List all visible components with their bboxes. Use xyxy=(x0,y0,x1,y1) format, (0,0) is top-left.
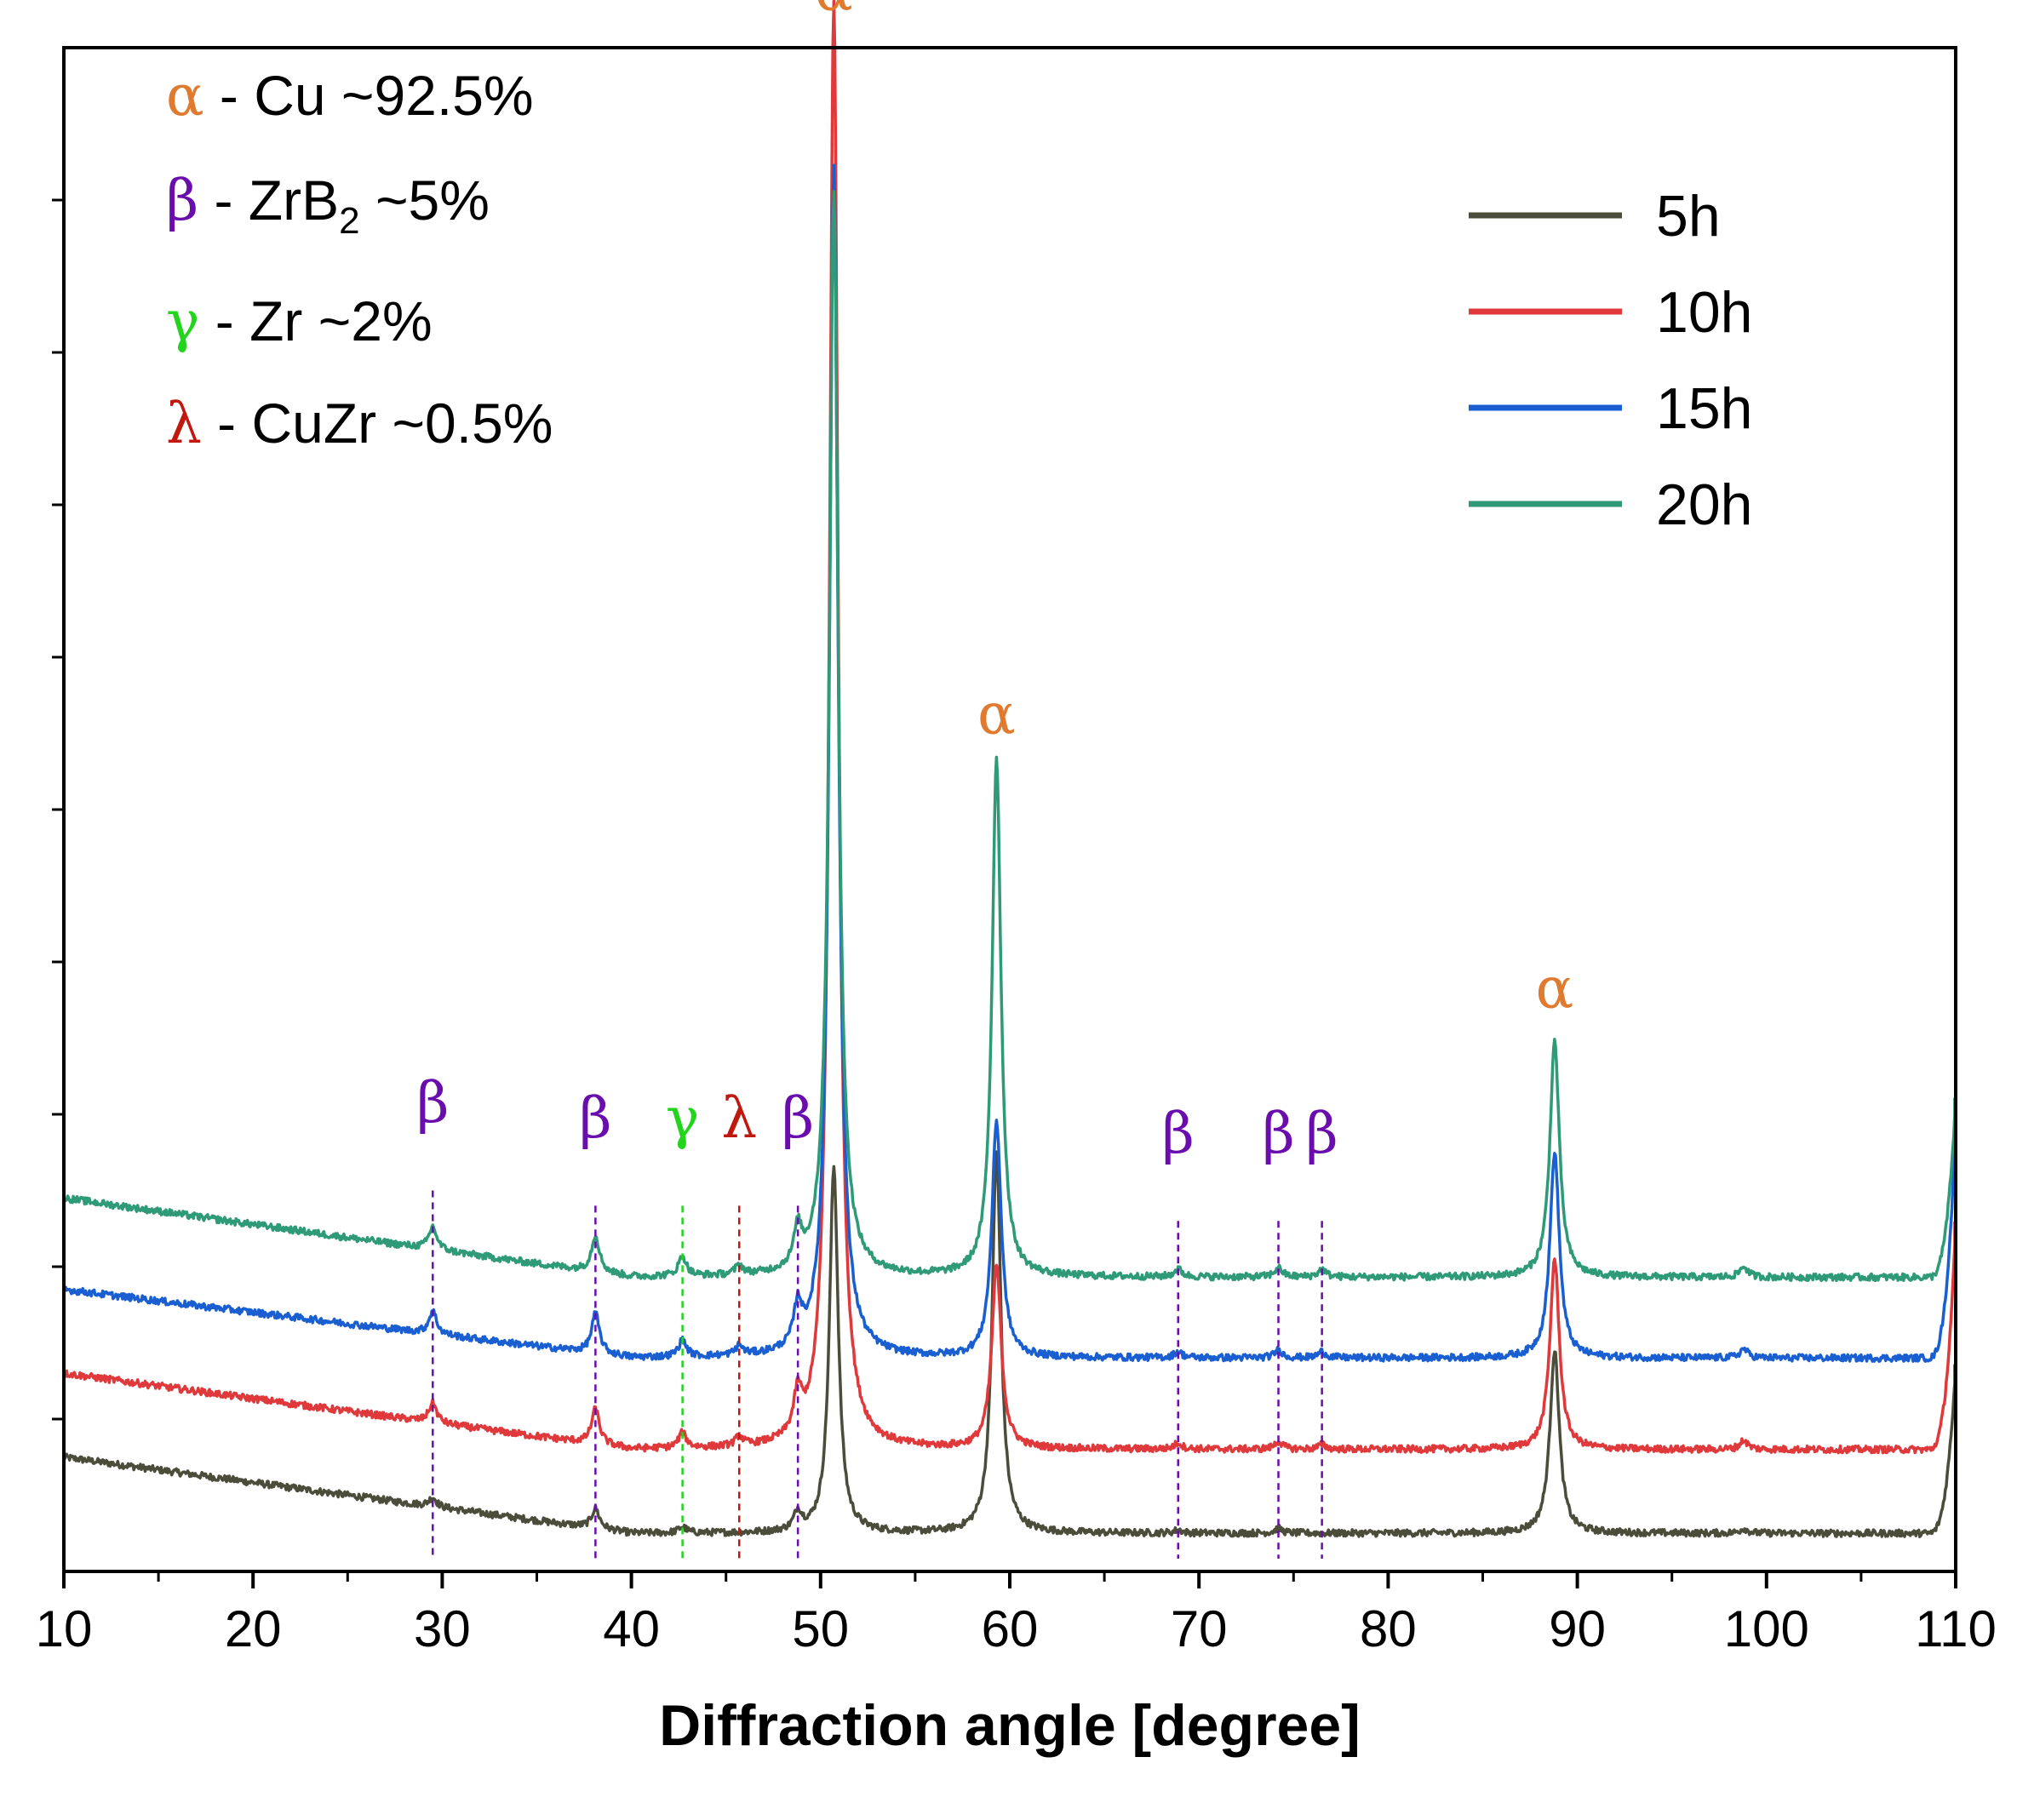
peak-label: α xyxy=(977,682,1016,747)
peak-label: β xyxy=(1306,1101,1338,1166)
x-tick-label: 100 xyxy=(1724,1600,1809,1657)
series-line-15h xyxy=(62,163,1957,1363)
peak-label: β xyxy=(1262,1101,1294,1166)
series-legend: 5h 10h 15h 20h xyxy=(1469,184,1752,537)
x-tick-label: 110 xyxy=(1915,1600,1997,1657)
peak-label: γ xyxy=(666,1085,699,1151)
legend-label-5h: 5h xyxy=(1656,184,1721,249)
plot-area xyxy=(62,0,1957,1538)
x-tick-label: 20 xyxy=(225,1600,282,1657)
peak-label: λ xyxy=(721,1085,757,1151)
x-tick-label: 80 xyxy=(1360,1600,1417,1657)
x-axis-ticks: 10 20 30 40 50 60 70 80 90 100 110 xyxy=(36,1571,1997,1657)
x-tick-label: 60 xyxy=(982,1600,1039,1657)
x-axis-title: Diffraction angle [degree] xyxy=(659,1693,1361,1758)
x-tick-label: 70 xyxy=(1171,1600,1228,1657)
phase-legend-beta: β - ZrB2 ~5% xyxy=(166,168,490,242)
peak-label: β xyxy=(1162,1101,1195,1166)
series-line-20h xyxy=(62,190,1957,1283)
x-tick-label: 90 xyxy=(1549,1600,1606,1657)
phase-legend-lambda: λ - CuZr ~0.5% xyxy=(166,391,553,456)
peak-label: β xyxy=(782,1085,814,1151)
peak-label: α xyxy=(1536,956,1574,1022)
phase-legend-alpha: α - Cu ~92.5% xyxy=(166,63,534,129)
peak-label: β xyxy=(579,1085,611,1151)
x-tick-label: 30 xyxy=(414,1600,471,1657)
series-line-10h xyxy=(63,0,1957,1455)
x-tick-label: 10 xyxy=(36,1600,93,1657)
x-tick-label: 40 xyxy=(603,1600,660,1657)
legend-label-20h: 20h xyxy=(1656,472,1752,537)
peak-annotations: αααββγλββββ xyxy=(416,0,1573,1559)
legend-label-10h: 10h xyxy=(1656,280,1752,345)
x-tick-label: 50 xyxy=(792,1600,849,1657)
peak-label: α xyxy=(815,0,853,23)
series-line-5h xyxy=(62,1150,1957,1538)
y-axis-ticks xyxy=(52,198,64,1421)
legend-label-15h: 15h xyxy=(1656,376,1752,441)
phase-legend: α - Cu ~92.5% β - ZrB2 ~5% γ - Zr ~2% λ … xyxy=(166,63,553,456)
peak-label: β xyxy=(416,1070,449,1136)
phase-legend-gamma: γ - Zr ~2% xyxy=(166,289,433,354)
plot-frame xyxy=(62,46,1957,1573)
